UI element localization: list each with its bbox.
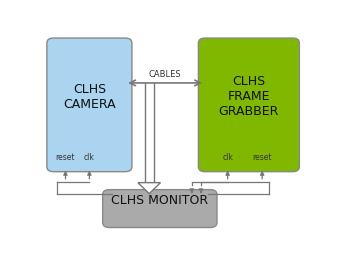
Text: CLHS
CAMERA: CLHS CAMERA [63, 83, 116, 111]
Text: reset: reset [56, 153, 75, 162]
Text: reset: reset [252, 153, 272, 162]
Text: CLHS MONITOR: CLHS MONITOR [111, 194, 209, 207]
FancyBboxPatch shape [198, 38, 299, 172]
Text: clk: clk [222, 153, 233, 162]
Polygon shape [138, 183, 161, 194]
Text: clk: clk [84, 153, 95, 162]
Text: CLHS
FRAME
GRABBER: CLHS FRAME GRABBER [219, 75, 279, 118]
FancyBboxPatch shape [103, 190, 217, 227]
FancyBboxPatch shape [47, 38, 132, 172]
Text: CABLES: CABLES [149, 70, 181, 78]
